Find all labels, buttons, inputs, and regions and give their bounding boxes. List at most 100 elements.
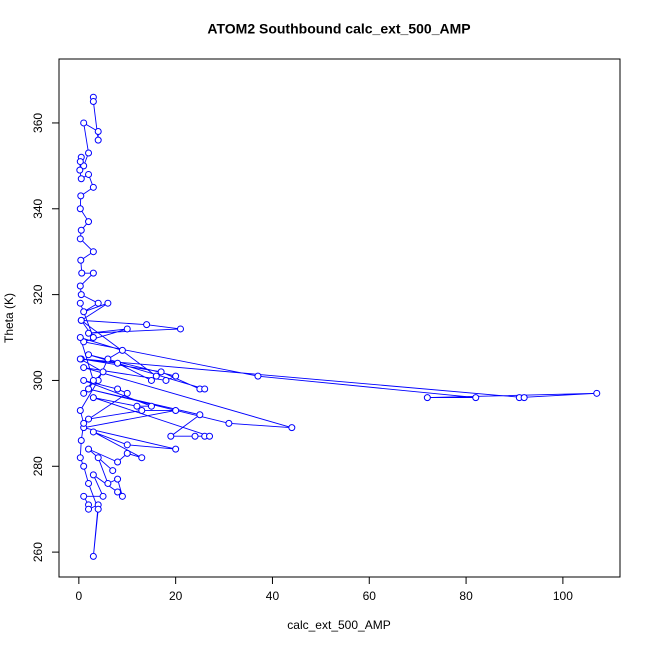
point xyxy=(77,437,85,445)
point xyxy=(172,406,180,414)
point xyxy=(167,432,175,440)
point xyxy=(80,492,88,500)
point xyxy=(191,432,199,440)
point xyxy=(76,158,84,166)
point xyxy=(94,454,102,462)
point xyxy=(94,136,102,144)
chart-title: ATOM2 Southbound calc_ext_500_AMP xyxy=(207,21,470,37)
point xyxy=(196,411,204,419)
point xyxy=(80,389,88,397)
point xyxy=(254,372,262,380)
point xyxy=(76,406,84,414)
y-tick-label: 320 xyxy=(31,284,45,304)
point xyxy=(114,458,122,466)
point xyxy=(138,406,146,414)
point xyxy=(80,308,88,316)
point xyxy=(172,372,180,380)
point xyxy=(85,170,93,178)
point xyxy=(157,368,165,376)
point xyxy=(123,441,131,449)
point xyxy=(76,166,84,174)
point xyxy=(76,235,84,243)
point xyxy=(94,299,102,307)
y-tick-label: 360 xyxy=(31,113,45,133)
point xyxy=(77,175,85,183)
point xyxy=(80,376,88,384)
x-tick-label: 80 xyxy=(459,589,473,603)
x-tick-label: 20 xyxy=(169,589,183,603)
x-tick-label: 40 xyxy=(266,589,280,603)
point xyxy=(77,291,85,299)
point xyxy=(147,402,155,410)
point xyxy=(80,419,88,427)
point xyxy=(89,269,97,277)
point xyxy=(288,424,296,432)
point xyxy=(89,334,97,342)
point xyxy=(85,445,93,453)
point xyxy=(201,385,209,393)
point xyxy=(104,479,112,487)
point xyxy=(152,372,160,380)
point xyxy=(85,415,93,423)
point xyxy=(80,462,88,470)
point xyxy=(114,359,122,367)
point xyxy=(99,368,107,376)
point xyxy=(89,428,97,436)
x-tick-label: 0 xyxy=(76,589,83,603)
x-tick-label: 60 xyxy=(363,589,377,603)
point xyxy=(114,385,122,393)
point xyxy=(94,505,102,513)
point xyxy=(89,248,97,256)
point xyxy=(76,205,84,213)
y-axis-label: Theta (K) xyxy=(2,293,16,343)
point xyxy=(85,329,93,337)
point xyxy=(76,299,84,307)
point xyxy=(78,269,86,277)
point xyxy=(80,364,88,372)
point xyxy=(520,394,528,402)
point xyxy=(85,505,93,513)
point xyxy=(89,183,97,191)
point xyxy=(89,97,97,105)
y-tick-label: 260 xyxy=(31,542,45,562)
point xyxy=(593,389,601,397)
point xyxy=(80,119,88,127)
point xyxy=(133,402,141,410)
y-tick-label: 280 xyxy=(31,456,45,476)
point xyxy=(114,475,122,483)
point xyxy=(109,467,117,475)
point xyxy=(77,256,85,264)
point xyxy=(138,454,146,462)
x-axis-label: calc_ext_500_AMP xyxy=(287,618,390,632)
point xyxy=(89,471,97,479)
point xyxy=(206,432,214,440)
point xyxy=(89,552,97,560)
point xyxy=(76,334,84,342)
y-tick-label: 340 xyxy=(31,198,45,218)
point xyxy=(143,321,151,329)
point xyxy=(77,316,85,324)
point xyxy=(118,492,126,500)
point xyxy=(147,376,155,384)
point xyxy=(76,282,84,290)
point xyxy=(104,355,112,363)
point xyxy=(77,192,85,200)
point xyxy=(225,419,233,427)
point xyxy=(89,394,97,402)
x-tick-label: 100 xyxy=(553,589,573,603)
point xyxy=(76,355,84,363)
plot-frame xyxy=(58,58,621,578)
point xyxy=(114,488,122,496)
series-line xyxy=(79,97,597,557)
point xyxy=(123,325,131,333)
point xyxy=(85,218,93,226)
point xyxy=(172,445,180,453)
point xyxy=(162,376,170,384)
point xyxy=(85,149,93,157)
point xyxy=(123,449,131,457)
point xyxy=(104,299,112,307)
point xyxy=(472,394,480,402)
y-tick-label: 300 xyxy=(31,370,45,390)
